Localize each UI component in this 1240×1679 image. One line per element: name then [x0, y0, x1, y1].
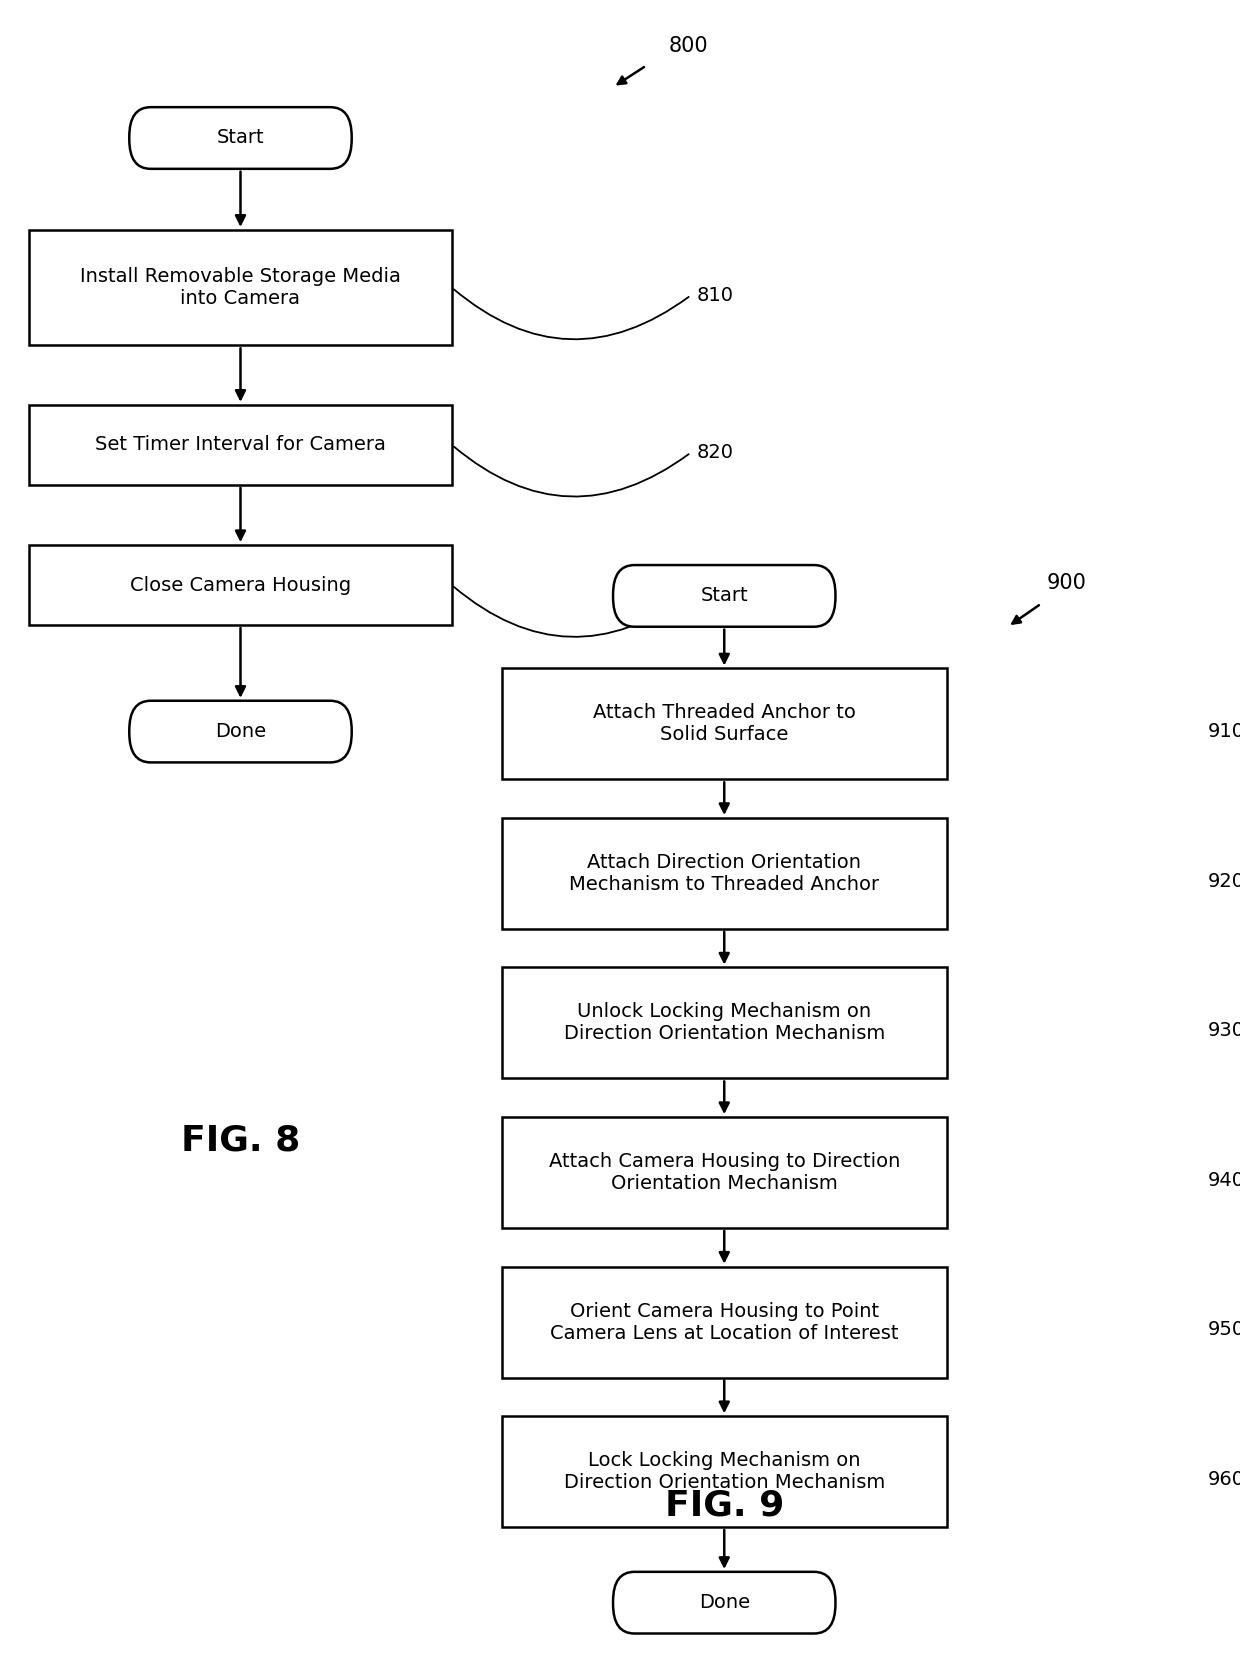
Bar: [502, 818, 946, 928]
Text: 820: 820: [697, 443, 733, 462]
Bar: [30, 230, 451, 346]
Bar: [502, 1415, 946, 1528]
Text: 950: 950: [1208, 1320, 1240, 1340]
Text: FIG. 9: FIG. 9: [665, 1489, 784, 1523]
Text: Start: Start: [217, 129, 264, 148]
Text: Orient Camera Housing to Point
Camera Lens at Location of Interest: Orient Camera Housing to Point Camera Le…: [551, 1301, 899, 1343]
Bar: [502, 1117, 946, 1227]
Text: Install Removable Storage Media
into Camera: Install Removable Storage Media into Cam…: [81, 267, 401, 307]
Text: Attach Threaded Anchor to
Solid Surface: Attach Threaded Anchor to Solid Surface: [593, 704, 856, 744]
Bar: [30, 405, 451, 485]
FancyBboxPatch shape: [613, 566, 836, 626]
Text: 910: 910: [1208, 722, 1240, 740]
Bar: [502, 668, 946, 779]
Text: Done: Done: [698, 1593, 750, 1612]
Bar: [502, 967, 946, 1078]
Text: Unlock Locking Mechanism on
Direction Orientation Mechanism: Unlock Locking Mechanism on Direction Or…: [564, 1002, 885, 1043]
Text: Set Timer Interval for Camera: Set Timer Interval for Camera: [95, 435, 386, 455]
Text: Close Camera Housing: Close Camera Housing: [130, 576, 351, 594]
Text: 800: 800: [668, 37, 708, 57]
FancyBboxPatch shape: [129, 107, 352, 170]
Text: Done: Done: [215, 722, 267, 740]
FancyBboxPatch shape: [129, 700, 352, 762]
Text: Lock Locking Mechanism on
Direction Orientation Mechanism: Lock Locking Mechanism on Direction Orie…: [564, 1451, 885, 1493]
Text: FIG. 8: FIG. 8: [181, 1123, 300, 1157]
FancyBboxPatch shape: [613, 1572, 836, 1634]
Text: 900: 900: [1047, 573, 1086, 593]
Bar: [502, 1266, 946, 1377]
Bar: [30, 546, 451, 625]
Text: 930: 930: [1208, 1021, 1240, 1041]
Text: 830: 830: [697, 583, 733, 603]
Text: 960: 960: [1208, 1469, 1240, 1489]
Text: Start: Start: [701, 586, 748, 606]
Text: 920: 920: [1208, 871, 1240, 890]
Text: Attach Direction Orientation
Mechanism to Threaded Anchor: Attach Direction Orientation Mechanism t…: [569, 853, 879, 893]
Text: Attach Camera Housing to Direction
Orientation Mechanism: Attach Camera Housing to Direction Orien…: [548, 1152, 900, 1194]
Text: 940: 940: [1208, 1170, 1240, 1190]
Text: 810: 810: [697, 285, 733, 306]
